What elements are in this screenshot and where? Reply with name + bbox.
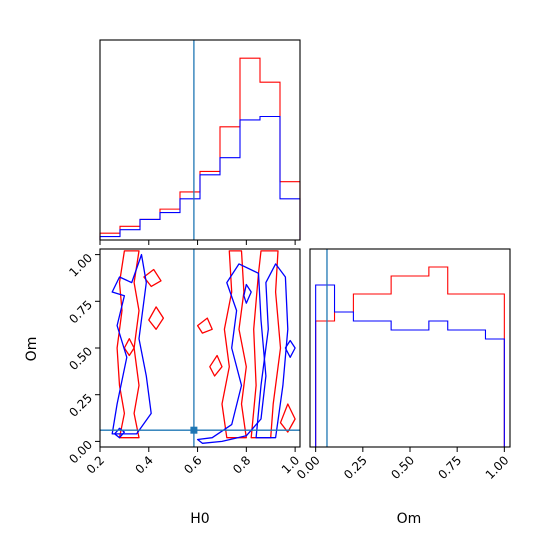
truth-marker: [190, 426, 198, 434]
contour-series-1-2: [221, 250, 247, 439]
om-tick-label: 1.00: [483, 453, 512, 482]
contour-series-1-6: [123, 338, 135, 357]
contour-series-2-2: [196, 263, 267, 444]
contour-series-2-6: [284, 339, 296, 358]
contour-series-2-1: [111, 253, 152, 435]
contour-series-1-7: [196, 317, 213, 334]
histogram-step-series-1: [99, 57, 301, 240]
h0-tick-label: 0.2: [84, 453, 107, 476]
h0-tick-label: 0.8: [230, 453, 253, 476]
om-tick-label: 0.50: [388, 453, 417, 482]
om-y-axis-label: Om: [24, 337, 40, 362]
om-y-tick-label: 1.00: [66, 251, 95, 280]
contour-series-2-3: [255, 263, 289, 439]
om-tick-label: 0.00: [294, 453, 323, 482]
om-y-tick-label: 0.50: [66, 344, 95, 373]
histogram-step-series-2: [315, 284, 505, 447]
om-axis-label: Om: [397, 511, 422, 527]
contour-series-1-4: [148, 306, 165, 330]
contour-series-1-8: [209, 354, 223, 377]
contour-series-2-5: [243, 283, 252, 304]
contour-series-1-9: [279, 403, 296, 433]
h0-histogram-panel: [99, 39, 301, 245]
om-histogram-panel: 0.00 0.25 0.50 0.75 1.00: [294, 248, 512, 482]
h0-om-contour-panel: 0.2 0.4 0.6 0.8 1.00.000.250.500.751.00: [66, 248, 302, 477]
contour-series-1-1: [116, 250, 140, 439]
h0-axis-label: H0: [190, 511, 209, 527]
om-tick-label: 0.25: [341, 453, 370, 482]
h0-tick-label: 0.4: [133, 453, 156, 476]
om-y-tick-label: 0.75: [66, 298, 95, 327]
h0-histogram-frame: [99, 39, 301, 241]
histogram-step-series-1: [315, 266, 505, 447]
histogram-step-series-2: [99, 115, 301, 240]
contour-series-1-5: [143, 268, 162, 288]
contour-series-1-3: [250, 250, 282, 439]
om-tick-label: 0.75: [435, 453, 464, 482]
om-histogram-frame: [309, 248, 511, 448]
contour-frame: [99, 248, 301, 448]
h0-tick-label: 0.6: [181, 453, 204, 476]
om-y-tick-label: 0.25: [66, 391, 95, 420]
